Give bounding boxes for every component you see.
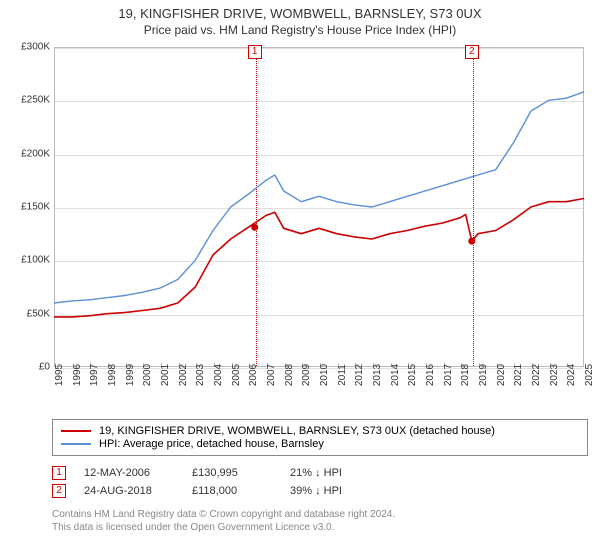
sale-point-dot xyxy=(251,224,258,231)
footer-line: This data is licensed under the Open Gov… xyxy=(52,521,588,534)
transaction-price: £130,995 xyxy=(192,467,272,479)
transactions: 1 12-MAY-2006 £130,995 21% ↓ HPI 2 24-AU… xyxy=(52,462,588,502)
chart-lines xyxy=(10,41,586,369)
legend-label: 19, KINGFISHER DRIVE, WOMBWELL, BARNSLEY… xyxy=(99,425,495,437)
price-chart: £0£50K£100K£150K£200K£250K£300K199519961… xyxy=(10,41,590,411)
transaction-date: 24-AUG-2018 xyxy=(84,485,174,497)
transaction-marker: 1 xyxy=(52,466,66,480)
transaction-row: 1 12-MAY-2006 £130,995 21% ↓ HPI xyxy=(52,466,588,480)
legend-label: HPI: Average price, detached house, Barn… xyxy=(99,438,324,450)
transaction-price: £118,000 xyxy=(192,485,272,497)
transaction-marker: 2 xyxy=(52,484,66,498)
footer-line: Contains HM Land Registry data © Crown c… xyxy=(52,508,588,521)
transaction-pct: 39% ↓ HPI xyxy=(290,485,380,497)
title-block: 19, KINGFISHER DRIVE, WOMBWELL, BARNSLEY… xyxy=(0,0,600,41)
legend-swatch xyxy=(61,430,91,432)
page-subtitle: Price paid vs. HM Land Registry's House … xyxy=(10,23,590,37)
legend-item: HPI: Average price, detached house, Barn… xyxy=(61,438,579,450)
series-hpi xyxy=(54,92,584,303)
page-title: 19, KINGFISHER DRIVE, WOMBWELL, BARNSLEY… xyxy=(10,6,590,21)
legend-item: 19, KINGFISHER DRIVE, WOMBWELL, BARNSLEY… xyxy=(61,425,579,437)
legend-swatch xyxy=(61,443,91,445)
sale-point-dot xyxy=(468,238,475,245)
transaction-pct: 21% ↓ HPI xyxy=(290,467,380,479)
legend: 19, KINGFISHER DRIVE, WOMBWELL, BARNSLEY… xyxy=(52,419,588,456)
transaction-row: 2 24-AUG-2018 £118,000 39% ↓ HPI xyxy=(52,484,588,498)
transaction-date: 12-MAY-2006 xyxy=(84,467,174,479)
series-subject xyxy=(54,199,584,317)
footer: Contains HM Land Registry data © Crown c… xyxy=(52,508,588,534)
